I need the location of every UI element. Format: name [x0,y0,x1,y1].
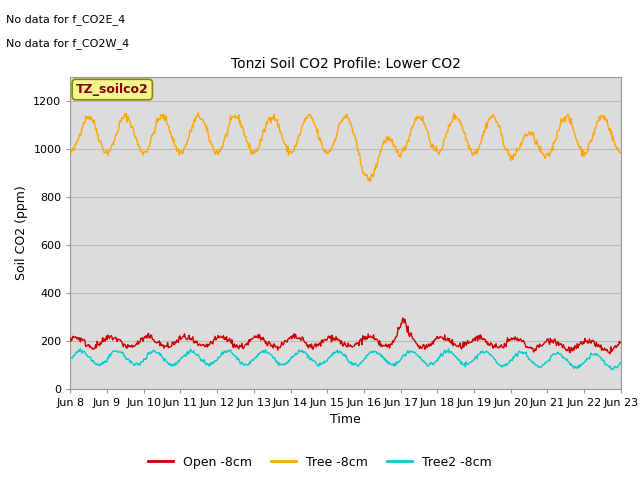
Y-axis label: Soil CO2 (ppm): Soil CO2 (ppm) [15,185,28,280]
Text: TZ_soilco2: TZ_soilco2 [76,83,148,96]
Legend: Open -8cm, Tree -8cm, Tree2 -8cm: Open -8cm, Tree -8cm, Tree2 -8cm [143,451,497,474]
Text: No data for f_CO2W_4: No data for f_CO2W_4 [6,38,130,49]
X-axis label: Time: Time [330,413,361,426]
Text: No data for f_CO2E_4: No data for f_CO2E_4 [6,14,125,25]
Title: Tonzi Soil CO2 Profile: Lower CO2: Tonzi Soil CO2 Profile: Lower CO2 [230,58,461,72]
